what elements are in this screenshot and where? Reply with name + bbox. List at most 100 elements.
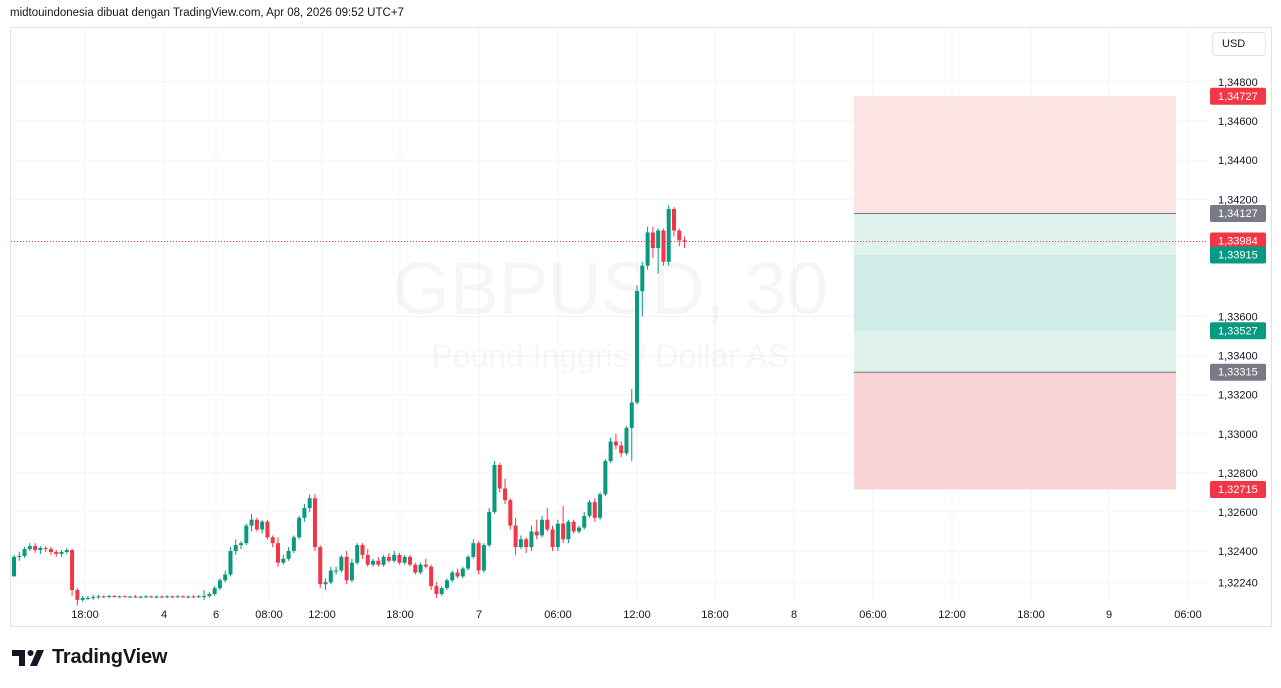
price-tick-label: 1,34600 xyxy=(1218,116,1258,128)
stop-zone xyxy=(854,372,1176,490)
candle xyxy=(540,515,544,538)
candle xyxy=(666,205,671,266)
candle xyxy=(281,554,286,565)
candle-body xyxy=(22,549,27,556)
candle-body xyxy=(43,548,48,550)
candle-body xyxy=(223,574,228,581)
price-badge-bg xyxy=(1210,87,1266,105)
candle-body xyxy=(682,240,687,242)
candle-body xyxy=(429,566,434,587)
time-tick-label: 8 xyxy=(791,609,797,621)
candle xyxy=(492,461,497,514)
candle xyxy=(661,228,666,266)
candle xyxy=(228,547,233,577)
candle-body xyxy=(244,525,249,544)
candle xyxy=(165,595,170,599)
candle xyxy=(392,551,397,563)
candle-body xyxy=(434,586,439,594)
price-badge-label: 1,33984 xyxy=(1218,235,1258,247)
candle xyxy=(265,519,270,540)
candle xyxy=(318,545,323,589)
symbol-watermark: GBPUSD, 30 Pound Inggris / Dollar AS xyxy=(392,247,828,374)
candle-body xyxy=(96,596,101,598)
candle-body xyxy=(561,523,566,540)
candle xyxy=(429,564,434,591)
candle xyxy=(682,236,687,249)
candle xyxy=(513,517,518,555)
candle-body xyxy=(191,596,196,598)
candle xyxy=(386,552,391,563)
candle-body xyxy=(107,595,112,597)
candle-body xyxy=(492,465,497,512)
candle xyxy=(365,549,370,567)
candle xyxy=(80,595,85,602)
candle-body xyxy=(85,597,90,599)
candle xyxy=(566,519,571,544)
candle-body xyxy=(260,521,265,530)
candle xyxy=(444,578,449,591)
candle-body xyxy=(318,547,323,585)
candle-body xyxy=(471,543,476,557)
candle-body xyxy=(381,556,386,565)
candle-body xyxy=(476,543,481,571)
candle-body xyxy=(566,521,571,540)
candle xyxy=(207,592,212,598)
candle-body xyxy=(212,588,217,594)
candle-body xyxy=(154,596,159,598)
candle xyxy=(529,525,534,551)
candle xyxy=(75,588,80,606)
candle-body xyxy=(635,291,640,403)
candle-body xyxy=(196,596,201,598)
candle xyxy=(376,556,381,567)
candle-body xyxy=(138,596,143,598)
candle xyxy=(534,519,539,540)
time-tick-label: 06:00 xyxy=(1174,609,1202,621)
candle-body xyxy=(239,543,244,546)
candle xyxy=(144,595,148,598)
candle-body xyxy=(645,232,650,266)
currency-selector[interactable]: USD xyxy=(1212,32,1266,56)
candle xyxy=(291,535,296,553)
candle-body xyxy=(508,500,513,526)
price-badge-bg xyxy=(1210,322,1266,340)
candle-body xyxy=(450,572,455,581)
candle-body xyxy=(624,427,629,454)
candle-body xyxy=(344,556,349,581)
candles xyxy=(12,205,687,606)
candle-body xyxy=(159,596,164,598)
candle xyxy=(154,595,159,599)
candle xyxy=(450,570,455,583)
time-tick-label: 18:00 xyxy=(386,609,414,621)
candle-body xyxy=(254,519,259,530)
watermark-description: Pound Inggris / Dollar AS xyxy=(431,338,789,374)
candle xyxy=(629,388,634,462)
candle xyxy=(186,595,191,599)
candle xyxy=(418,562,423,575)
candle xyxy=(54,550,59,557)
tradingview-logo[interactable]: TradingView xyxy=(10,646,167,669)
candle-body xyxy=(397,554,402,563)
candle-body xyxy=(276,543,280,563)
candle-body xyxy=(75,590,80,600)
price-badge-bg xyxy=(1210,246,1266,264)
chart-attribution: midtouindonesia dibuat dengan TradingVie… xyxy=(10,7,404,19)
price-badge: 1,32715 xyxy=(1210,480,1266,498)
candle-body xyxy=(180,596,185,598)
candle xyxy=(33,543,38,553)
candle-body xyxy=(38,548,43,551)
candle-body xyxy=(312,498,317,548)
candle-body xyxy=(349,562,354,581)
candle xyxy=(402,554,407,565)
candle xyxy=(48,547,53,555)
candle xyxy=(381,554,386,567)
candle xyxy=(276,537,280,567)
candle xyxy=(608,437,613,464)
candle xyxy=(12,554,16,577)
candle-body xyxy=(408,556,412,565)
candle xyxy=(91,594,96,600)
time-tick-label: 06:00 xyxy=(859,609,887,621)
candle-body xyxy=(619,445,624,454)
price-badge: 1,34727 xyxy=(1210,87,1266,105)
candle xyxy=(587,500,592,518)
